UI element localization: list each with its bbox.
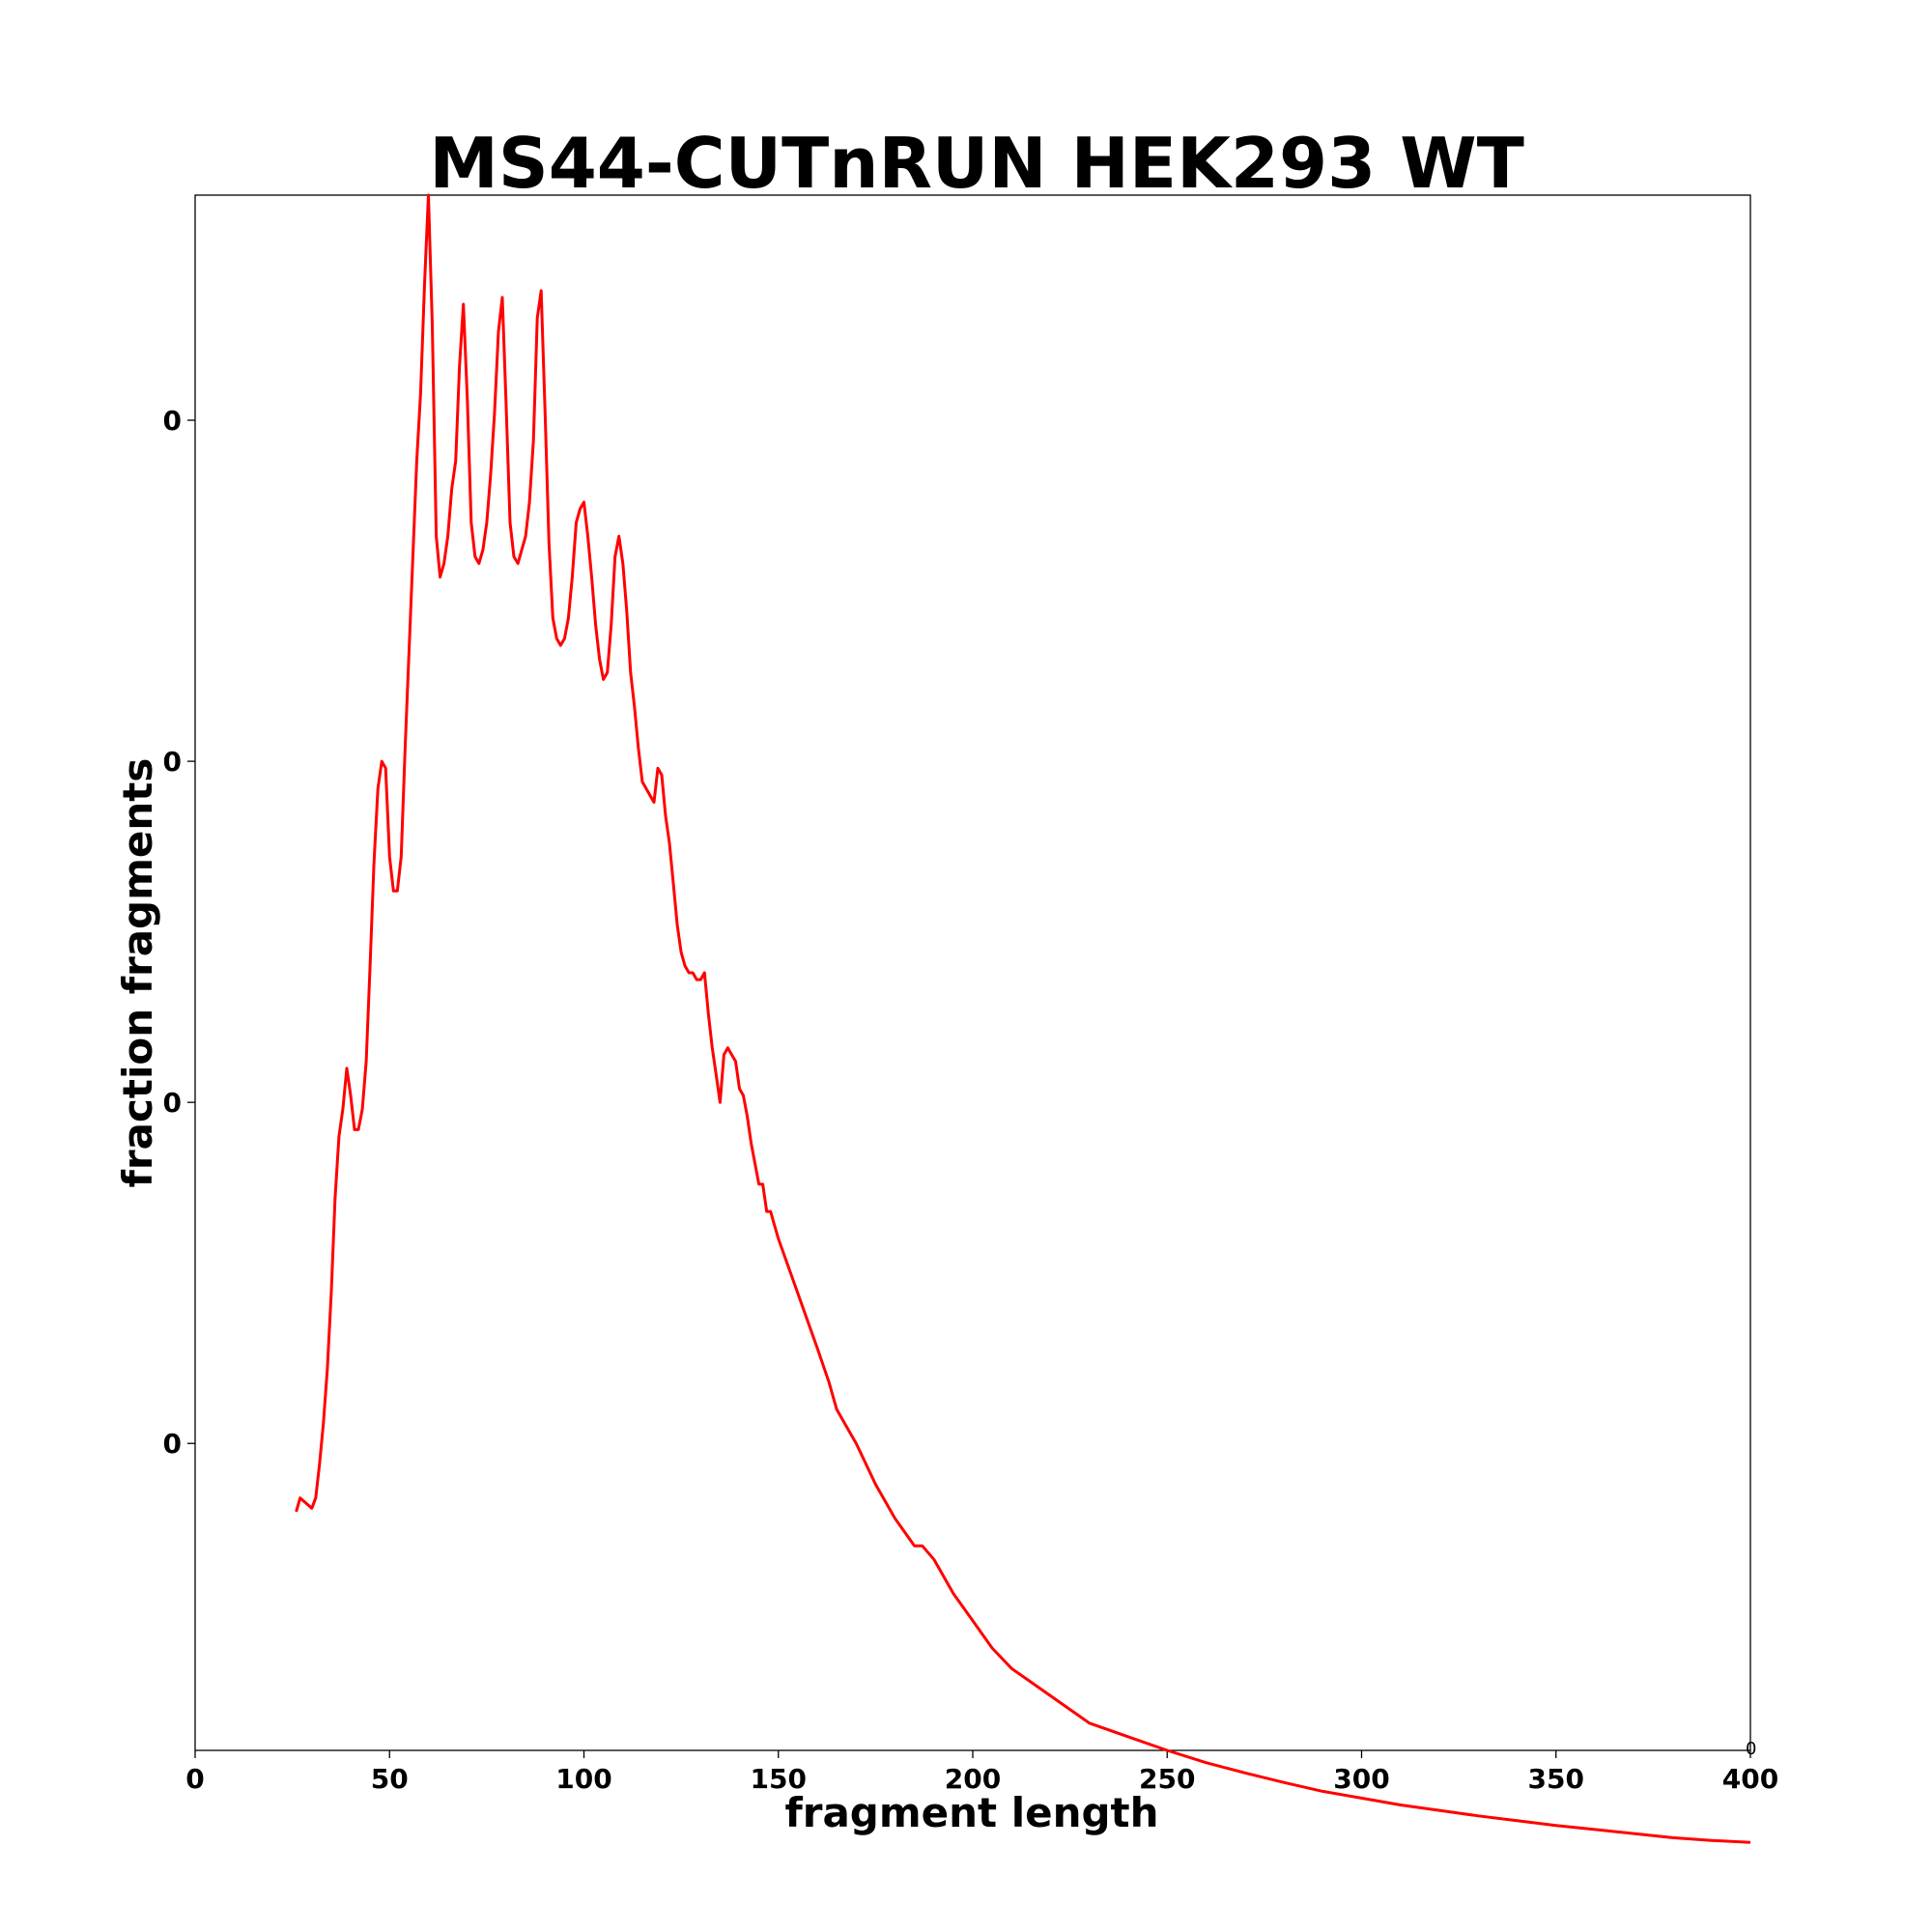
x-tick-label: 100 [555,1763,611,1795]
y-tick-label: 0 [163,1087,182,1119]
y-axis-ticks: 0 0 0 0 [163,405,195,1460]
y-tick-label: 0 [163,405,182,437]
y-tick-label: 0 [163,1428,182,1460]
y-tick-label: 0 [163,746,182,778]
x-tick-label: 400 [1722,1763,1778,1795]
series-layer [295,193,1751,1844]
x-tick-label: 250 [1139,1763,1195,1795]
y-axis-label: fraction fragments [114,758,161,1188]
x-tick-label: 350 [1528,1763,1584,1795]
x-tick-label: 200 [945,1763,1001,1795]
x-tick-label: 50 [371,1763,409,1795]
series-line [295,193,1751,1844]
x-tick-label: 300 [1333,1763,1389,1795]
x-axis-label: fragment length [784,1789,1158,1836]
axis-corner-label: 0 [1746,1739,1756,1759]
x-tick-label: 150 [751,1763,807,1795]
x-tick-label: 0 [185,1763,204,1795]
chart-title: MS44-CUTnRUN HEK293 WT [429,123,1524,204]
x-axis-ticks: 0 50 100 150 200 250 300 350 400 [185,1750,1778,1795]
plot-frame [194,194,1751,1751]
